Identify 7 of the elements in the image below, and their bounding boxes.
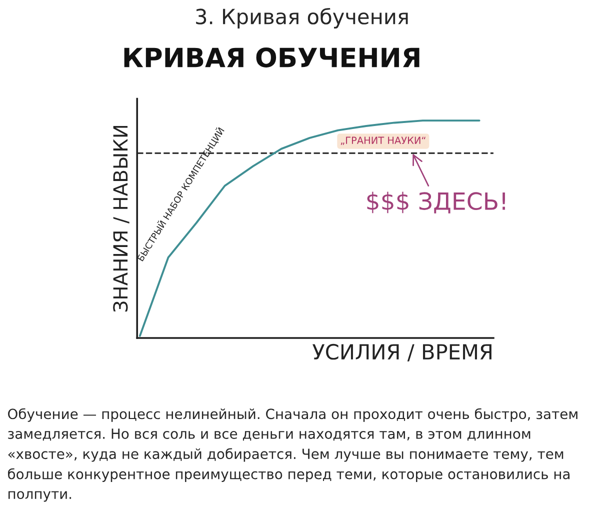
chart-subtitle: КРИВАЯ ОБУЧЕНИЯ	[124, 47, 420, 68]
annotation: „ГРАНИТ НАУКИ“	[340, 136, 426, 146]
x-axis-title: УСИЛИЯ / ВРЕМЯ	[312, 344, 492, 362]
chart-title: 3. Кривая обучения	[196, 8, 408, 28]
text: Обучение — процесс нелинейный. Сначала он проходит очень быстро, затем замедляется. Но вся соль и все деньги находятся там, в этом длинном «хвосте», куда не каждый добирается. Чем лучше вы понимаете тему, тем больше конкурентное преимущество перед теми, которые остановились на полпути.	[8, 408, 578, 502]
y-axis-title: ЗНАНИЯ / НАВЫКИ	[113, 126, 130, 312]
annotation: $$$ ЗДЕСЬ!	[367, 192, 505, 214]
